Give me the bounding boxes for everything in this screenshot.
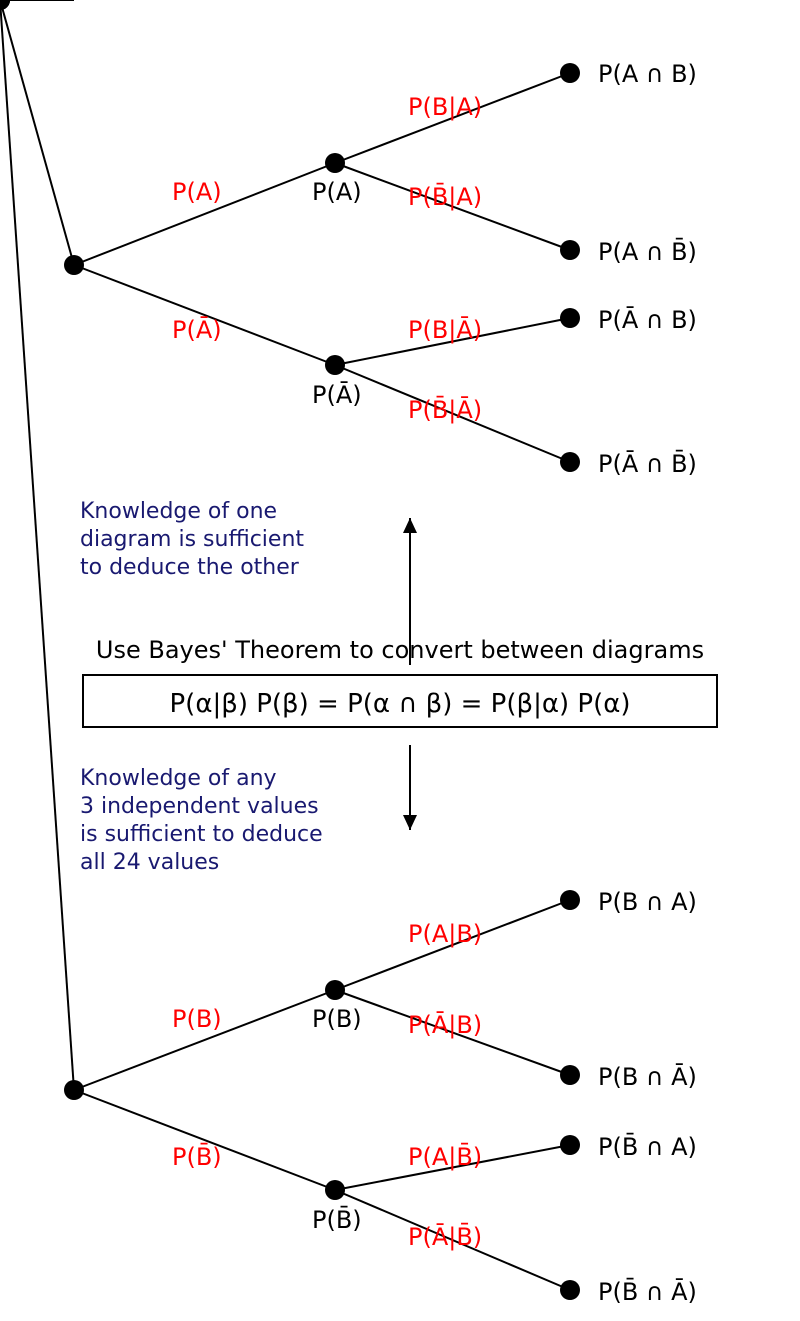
tree1-leaf_nab-node (560, 308, 580, 328)
tree1-mid_a-node (325, 153, 345, 173)
tree2-leaflabel-ba: P(B ∩ A) (598, 888, 697, 916)
tree1-leaf_nanb-node (560, 452, 580, 472)
tree2-leaf_ba-node (560, 890, 580, 910)
tree2-leaf_nba-node (560, 1135, 580, 1155)
tree2-leaf_bna-node (560, 1065, 580, 1085)
tree2-edgelabel-root_nb: P(B̄) (172, 1142, 222, 1171)
tree1-edge-root-mid_na (74, 265, 335, 365)
arrow-down-head (403, 815, 417, 830)
tree1-leaflabel-nab: P(Ā ∩ B) (598, 305, 697, 334)
tree2-edgelabel-b_a: P(A|B) (408, 920, 482, 948)
tree1-midlabel-na: P(Ā) (312, 380, 362, 409)
annotation1-line0: Knowledge of one (80, 499, 277, 524)
tree1-mid_na-node (325, 355, 345, 375)
tree1-edgelabel-root_na: P(Ā) (172, 315, 222, 344)
tree2-edgelabel-root_b: P(B) (172, 1005, 222, 1033)
tree2-mid_b-node (325, 980, 345, 1000)
tree1-leaf_ab-node (560, 63, 580, 83)
tree2-leaflabel-nbna: P(B̄ ∩ Ā) (598, 1277, 697, 1306)
tree2-edgelabel-b_na: P(Ā|B) (408, 1010, 482, 1039)
annotation2-line2: is sufficient to deduce (80, 822, 323, 847)
annotation2-line3: all 24 values (80, 850, 219, 875)
tree1-leaflabel-anb: P(A ∩ B̄) (598, 237, 697, 266)
tree2-edge-root-mid_node_labels (0, 0, 74, 1090)
tree1-edgelabel-na_nb: P(B̄|Ā) (408, 395, 482, 424)
annotation1-line1: diagram is sufficient (80, 527, 304, 552)
tree2-edgelabel-nb_a: P(A|B̄) (408, 1142, 482, 1171)
tree2-leaf_labels-node (0, 0, 10, 10)
tree1-edge-root-mid_node_labels (0, 0, 74, 265)
tree1-leaf_anb-node (560, 240, 580, 260)
tree1-edgelabel-a_b: P(B|A) (408, 93, 482, 121)
tree1-edgelabel-root_a: P(A) (172, 178, 222, 206)
tree2-midlabel-nb: P(B̄) (312, 1205, 362, 1234)
tree1-leaflabel-ab: P(A ∩ B) (598, 60, 697, 88)
tree2-edge-root-mid_nb (74, 1090, 335, 1190)
theorem-body: P(α|β) P(β) = P(α ∩ β) = P(β|α) P(α) (170, 689, 631, 719)
tree2-edgelabel-nb_na: P(Ā|B̄) (408, 1222, 482, 1251)
bayes-diagram: P(A) P(Ā) P(B|A) P(B̄|A) P(B|Ā) P(B̄|Ā) P(A… (0, 0, 800, 1321)
arrow-up-head (403, 518, 417, 533)
tree2-midlabel-b: P(B) (312, 1005, 362, 1033)
tree1-edgelabel-na_b: P(B|Ā) (408, 315, 482, 344)
tree2-mid_nb-node (325, 1180, 345, 1200)
annotation1-line2: to deduce the other (80, 555, 300, 580)
tree1-midlabel-a: P(A) (312, 178, 362, 206)
annotation2-line0: Knowledge of any (80, 766, 277, 791)
tree2-leaf_nbna-node (560, 1280, 580, 1300)
tree1-leaflabel-nanb: P(Ā ∩ B̄) (598, 449, 697, 478)
tree2-leaflabel-nba: P(B̄ ∩ A) (598, 1132, 697, 1161)
tree1-root-node (64, 255, 84, 275)
tree1-edgelabel-a_nb: P(B̄|A) (408, 182, 482, 211)
tree2-root-node (64, 1080, 84, 1100)
annotation2-line1: 3 independent values (80, 794, 319, 819)
tree2-leaflabel-bna: P(B ∩ Ā) (598, 1062, 697, 1091)
theorem-title: Use Bayes' Theorem to convert between di… (96, 636, 704, 664)
